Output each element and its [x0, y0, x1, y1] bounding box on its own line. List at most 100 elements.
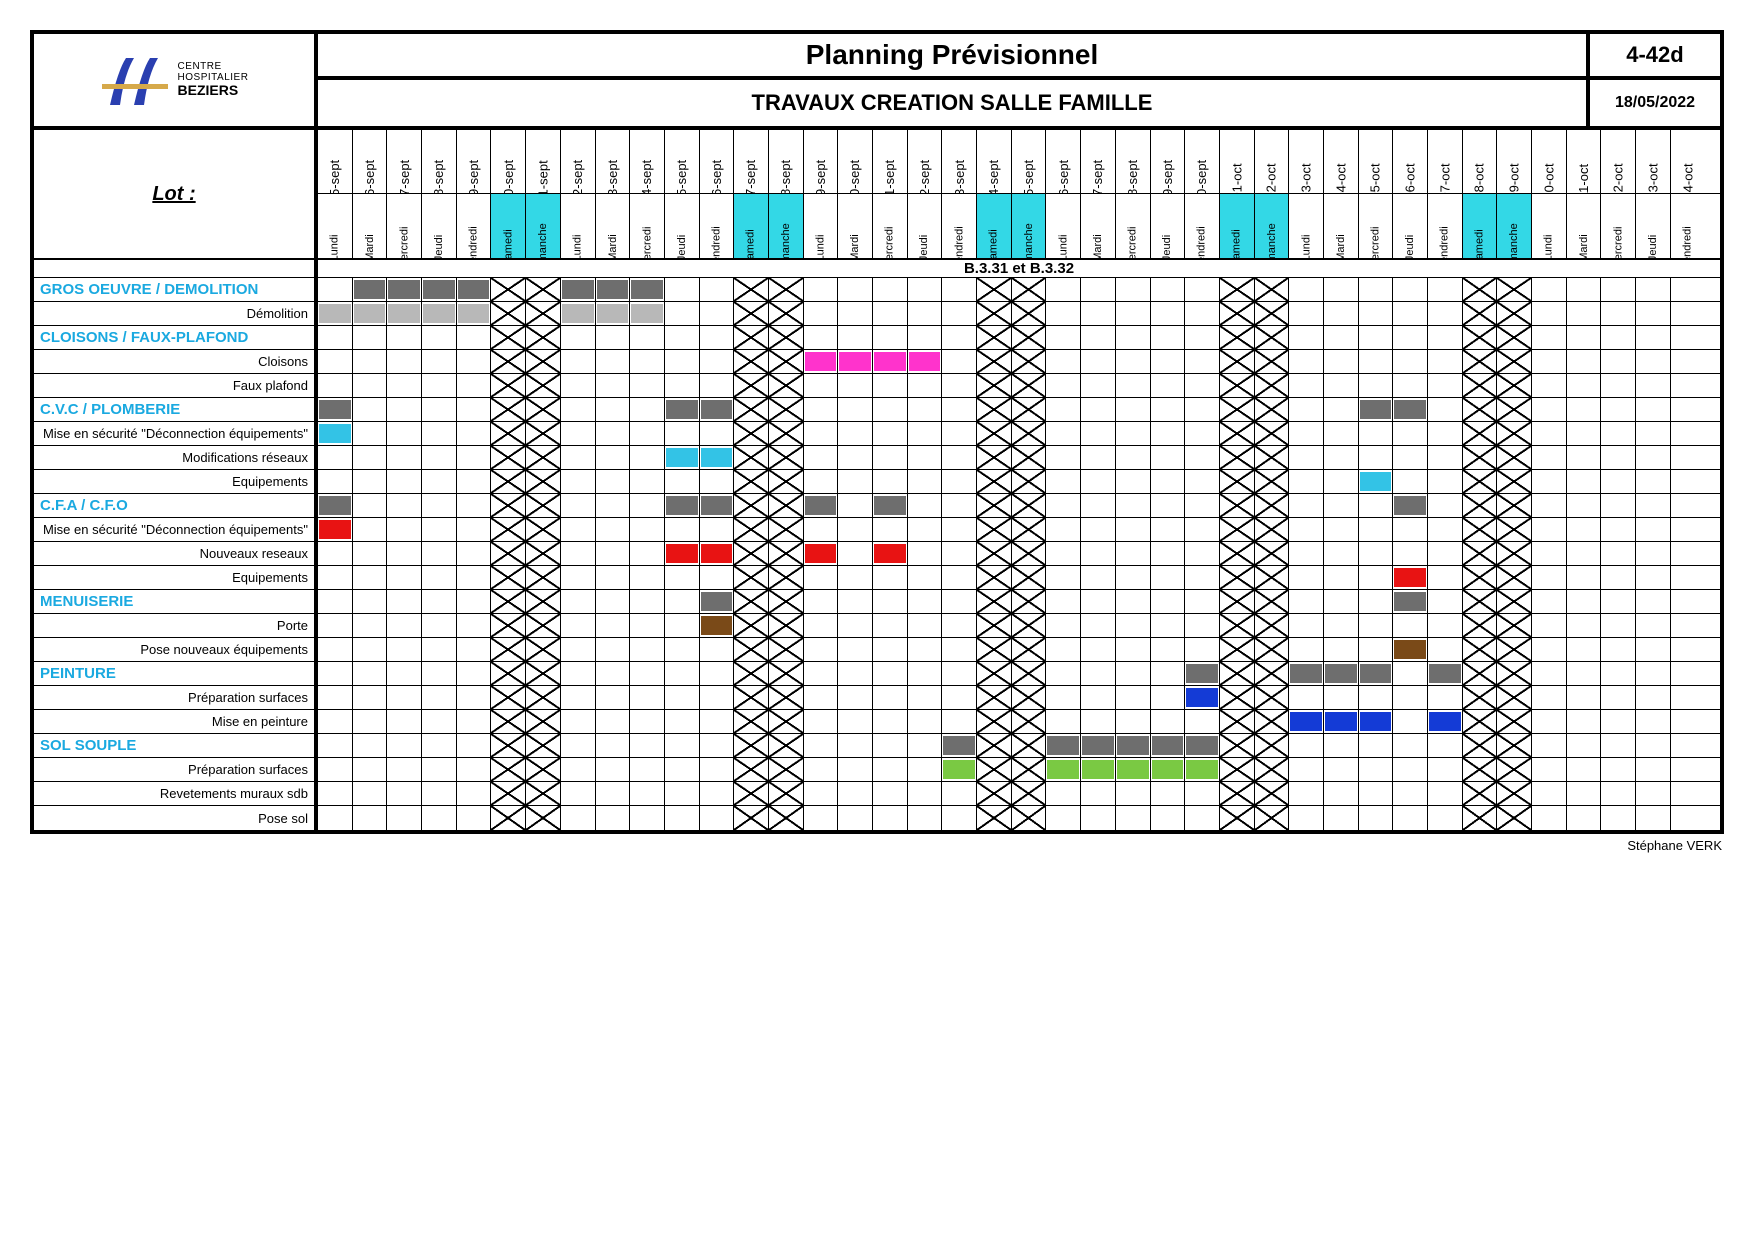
gantt-cell [1359, 710, 1394, 733]
logo-icon [100, 50, 170, 110]
gantt-cell [1532, 422, 1567, 445]
gantt-cell [1081, 494, 1116, 517]
gantt-cell [1497, 494, 1532, 517]
gantt-cell [1081, 758, 1116, 781]
gantt-cell [1046, 710, 1081, 733]
gantt-cell [1428, 542, 1463, 565]
gantt-cell [838, 614, 873, 637]
gantt-cell [561, 446, 596, 469]
gantt-bar [1429, 664, 1461, 683]
gantt-cell [1393, 422, 1428, 445]
day-col: Jeudi [422, 194, 457, 258]
gantt-cell [873, 758, 908, 781]
task-row: Cloisons [34, 350, 1720, 374]
gantt-cell [491, 614, 526, 637]
gantt-bar [423, 280, 455, 299]
gantt-cell [1636, 614, 1671, 637]
gantt-cell [1081, 806, 1116, 830]
gantt-cell [318, 686, 353, 709]
gantt-cell [457, 374, 492, 397]
gantt-cell [422, 494, 457, 517]
header: CENTRE HOSPITALIER BEZIERS Planning Prév… [34, 34, 1720, 130]
date-col: 25-sept [1012, 130, 1047, 193]
gantt-cell [1012, 710, 1047, 733]
gantt-cell [804, 302, 839, 325]
gantt-cell [596, 638, 631, 661]
gantt-cell [596, 278, 631, 301]
gantt-cell [838, 302, 873, 325]
gantt-cell [1185, 662, 1220, 685]
gantt-cell [700, 374, 735, 397]
gantt-cell [1324, 782, 1359, 805]
gantt-cell [1567, 398, 1602, 421]
date-col: 10-sept [491, 130, 526, 193]
gantt-cell [561, 662, 596, 685]
gantt-cell [769, 350, 804, 373]
gantt-cell [630, 494, 665, 517]
gantt-cell [387, 806, 422, 830]
gantt-cell [353, 758, 388, 781]
gantt-cell [561, 614, 596, 637]
date-col: 15-sept [665, 130, 700, 193]
gantt-cell [1220, 326, 1255, 349]
gantt-cell [1428, 470, 1463, 493]
gantt-cell [1497, 710, 1532, 733]
gantt-cell [1012, 662, 1047, 685]
row-label: Préparation surfaces [34, 758, 318, 781]
gantt-cell [1601, 614, 1636, 637]
row-label: Mise en sécurité "Déconnection équipemen… [34, 518, 318, 541]
date-col: 12-sept [561, 130, 596, 193]
gantt-bar [1325, 664, 1357, 683]
gantt-cell [422, 734, 457, 757]
gantt-cell [1116, 470, 1151, 493]
planning-page: CENTRE HOSPITALIER BEZIERS Planning Prév… [30, 30, 1724, 834]
day-col: Vendredi [942, 194, 977, 258]
gantt-cell [1636, 542, 1671, 565]
gantt-cell [1497, 662, 1532, 685]
date-col: 08-oct [1463, 130, 1498, 193]
gantt-cell [1289, 446, 1324, 469]
gantt-cell [630, 590, 665, 613]
gantt-cell [1012, 638, 1047, 661]
gantt-bar [805, 544, 837, 563]
date-col: 29-sept [1151, 130, 1186, 193]
gantt-cell [318, 566, 353, 589]
gantt-cell [838, 734, 873, 757]
gantt-cell [1463, 398, 1498, 421]
gantt-bar [701, 496, 733, 515]
gantt-cell [526, 638, 561, 661]
gantt-bar [1082, 760, 1114, 779]
gantt-cell [1636, 326, 1671, 349]
gantt-cell [318, 638, 353, 661]
gantt-cell [1359, 518, 1394, 541]
gantt-cell [630, 782, 665, 805]
gantt-cell [1497, 398, 1532, 421]
gantt-bar [319, 424, 351, 443]
gantt-cell [942, 614, 977, 637]
gantt-cell [1220, 758, 1255, 781]
gantt-cell [1636, 758, 1671, 781]
gantt-cell [1289, 422, 1324, 445]
gantt-cell [1220, 806, 1255, 830]
gantt-bar [943, 760, 975, 779]
gantt-cell [1289, 398, 1324, 421]
gantt-cell [491, 326, 526, 349]
gantt-cell [804, 686, 839, 709]
gantt-cell [561, 278, 596, 301]
gantt-cell [630, 518, 665, 541]
gantt-cell [804, 566, 839, 589]
gantt-cell [457, 398, 492, 421]
gantt-cell [1289, 758, 1324, 781]
gantt-cell [1671, 806, 1706, 830]
gantt-cell [561, 710, 596, 733]
gantt-cell [457, 590, 492, 613]
gantt-cell [596, 350, 631, 373]
gantt-cell [1220, 566, 1255, 589]
column-headers: Lot : 05-sept06-sept07-sept08-sept09-sep… [34, 130, 1720, 260]
gantt-cell [1324, 494, 1359, 517]
gantt-cell [1359, 398, 1394, 421]
gantt-cell [596, 302, 631, 325]
gantt-cell [873, 374, 908, 397]
gantt-cell [457, 566, 492, 589]
gantt-cell [1081, 518, 1116, 541]
